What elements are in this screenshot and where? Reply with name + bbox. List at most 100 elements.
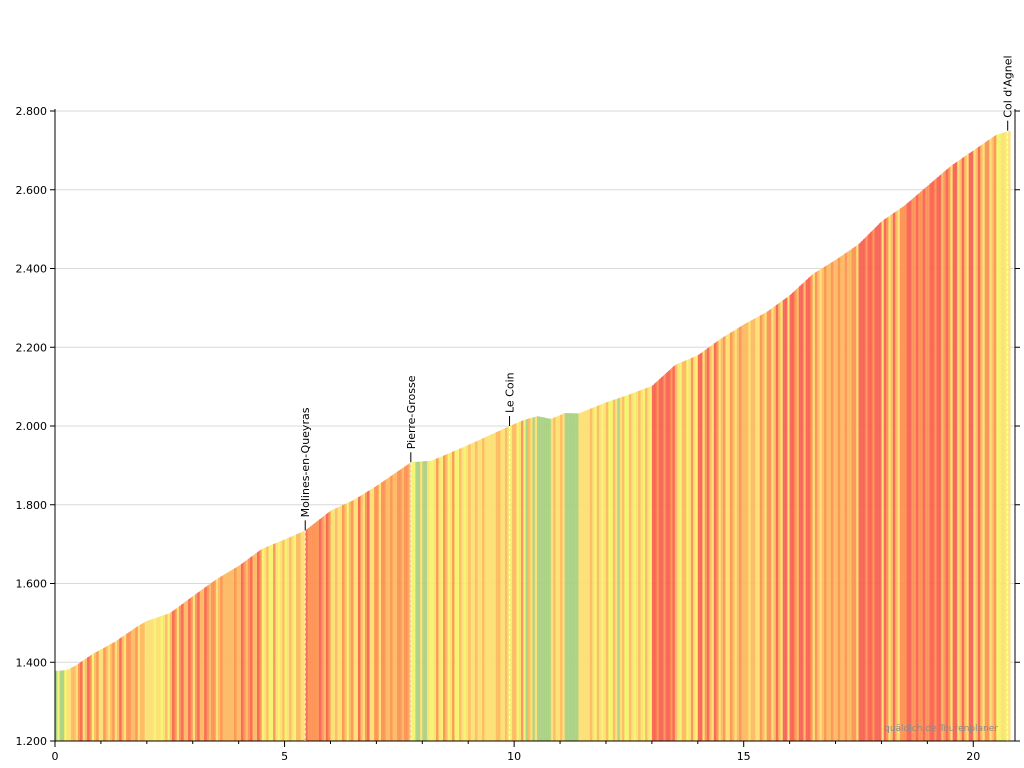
- profile-segment: [335, 507, 338, 741]
- profile-segment: [367, 490, 371, 741]
- profile-segment: [426, 460, 430, 741]
- profile-segment: [479, 438, 483, 741]
- profile-segment: [628, 393, 632, 741]
- profile-segment: [433, 458, 437, 741]
- profile-segment: [782, 298, 786, 741]
- profile-segment: [704, 348, 708, 741]
- profile-segment: [745, 321, 749, 741]
- profile-segment: [312, 523, 316, 741]
- profile-segment: [139, 623, 143, 741]
- profile-segment: [475, 440, 479, 741]
- profile-segment: [959, 158, 963, 741]
- profile-segment: [57, 670, 61, 741]
- profile-segment: [883, 218, 887, 742]
- profile-segment: [431, 459, 435, 741]
- profile-segment: [624, 395, 628, 741]
- profile-segment: [560, 413, 563, 741]
- profile-segment: [229, 569, 233, 741]
- profile-segment: [679, 362, 683, 741]
- profile-segment: [415, 461, 419, 741]
- profile-segment: [339, 505, 343, 741]
- profile-segment: [656, 379, 660, 741]
- profile-segment: [619, 396, 623, 741]
- profile-segment: [238, 564, 242, 741]
- profile-segment: [569, 413, 573, 741]
- profile-segment: [700, 351, 703, 741]
- profile-segment: [796, 286, 800, 741]
- profile-segment: [720, 337, 724, 741]
- profile-segment: [794, 288, 798, 741]
- profile-segment: [383, 479, 387, 741]
- profile-segment: [957, 159, 961, 741]
- profile-segment: [980, 144, 984, 741]
- profile-segment: [911, 197, 915, 741]
- profile-segment: [810, 274, 814, 741]
- profile-segment: [640, 389, 644, 741]
- profile-segment: [984, 140, 988, 742]
- profile-segment: [787, 295, 791, 741]
- profile-segment: [833, 259, 837, 741]
- profile-segment: [530, 417, 534, 741]
- profile-segment: [438, 456, 442, 741]
- y-tick-label: 2.000: [16, 420, 48, 433]
- profile-segment: [454, 449, 458, 741]
- profile-segment: [755, 316, 759, 741]
- profile-segment: [897, 208, 901, 741]
- profile-segment: [293, 534, 297, 741]
- profile-segment: [998, 133, 1002, 741]
- profile-segment: [913, 195, 917, 741]
- y-tick-label: 2.400: [16, 263, 48, 276]
- profile-segment: [208, 582, 212, 741]
- profile-segment: [847, 250, 850, 741]
- profile-segment: [918, 191, 922, 741]
- profile-segment: [87, 655, 91, 741]
- profile-segment: [576, 413, 580, 741]
- profile-segment: [158, 616, 162, 741]
- profile-segment: [486, 435, 490, 741]
- profile-segment: [481, 437, 485, 741]
- profile-segment: [211, 581, 215, 741]
- profile-segment: [247, 557, 251, 741]
- profile-segment: [456, 448, 460, 741]
- profile-segment: [119, 637, 123, 741]
- profile-segment: [199, 589, 203, 741]
- profile-segment: [644, 387, 648, 741]
- profile-segment: [727, 332, 731, 741]
- y-tick-label: 1.800: [16, 499, 48, 512]
- profile-segment: [344, 503, 348, 741]
- profile-segment: [626, 394, 630, 741]
- profile-segment: [325, 512, 329, 741]
- profile-segment: [736, 327, 740, 741]
- profile-segment: [638, 390, 641, 741]
- profile-segment: [872, 228, 876, 741]
- profile-segment: [156, 616, 159, 741]
- profile-segment: [778, 301, 782, 741]
- profile-segment: [991, 136, 995, 741]
- profile-segment: [521, 420, 524, 741]
- profile-segment: [195, 592, 198, 741]
- profile-segment: [341, 504, 345, 741]
- profile-segment: [892, 211, 896, 742]
- profile-segment: [690, 357, 694, 741]
- profile-segment: [739, 325, 743, 741]
- profile-segment: [68, 667, 72, 741]
- profile-segment: [250, 555, 254, 741]
- profile-segment: [477, 439, 481, 741]
- profile-segment: [77, 662, 81, 741]
- profile-segment: [234, 567, 237, 741]
- profile-segment: [732, 330, 736, 741]
- profile-segment: [601, 403, 605, 741]
- profile-segment: [837, 256, 841, 741]
- profile-segment: [943, 170, 947, 741]
- profile-segment: [296, 533, 299, 741]
- profile-segment: [183, 601, 187, 741]
- profile-segment: [709, 345, 713, 741]
- profile-segment: [126, 632, 130, 741]
- profile-segment: [667, 369, 671, 741]
- profile-segment: [323, 514, 327, 741]
- y-tick-label: 2.200: [16, 341, 48, 354]
- profile-segment: [934, 177, 938, 741]
- profile-segment: [977, 145, 981, 741]
- profile-segment: [378, 482, 382, 741]
- profile-segment: [289, 536, 293, 741]
